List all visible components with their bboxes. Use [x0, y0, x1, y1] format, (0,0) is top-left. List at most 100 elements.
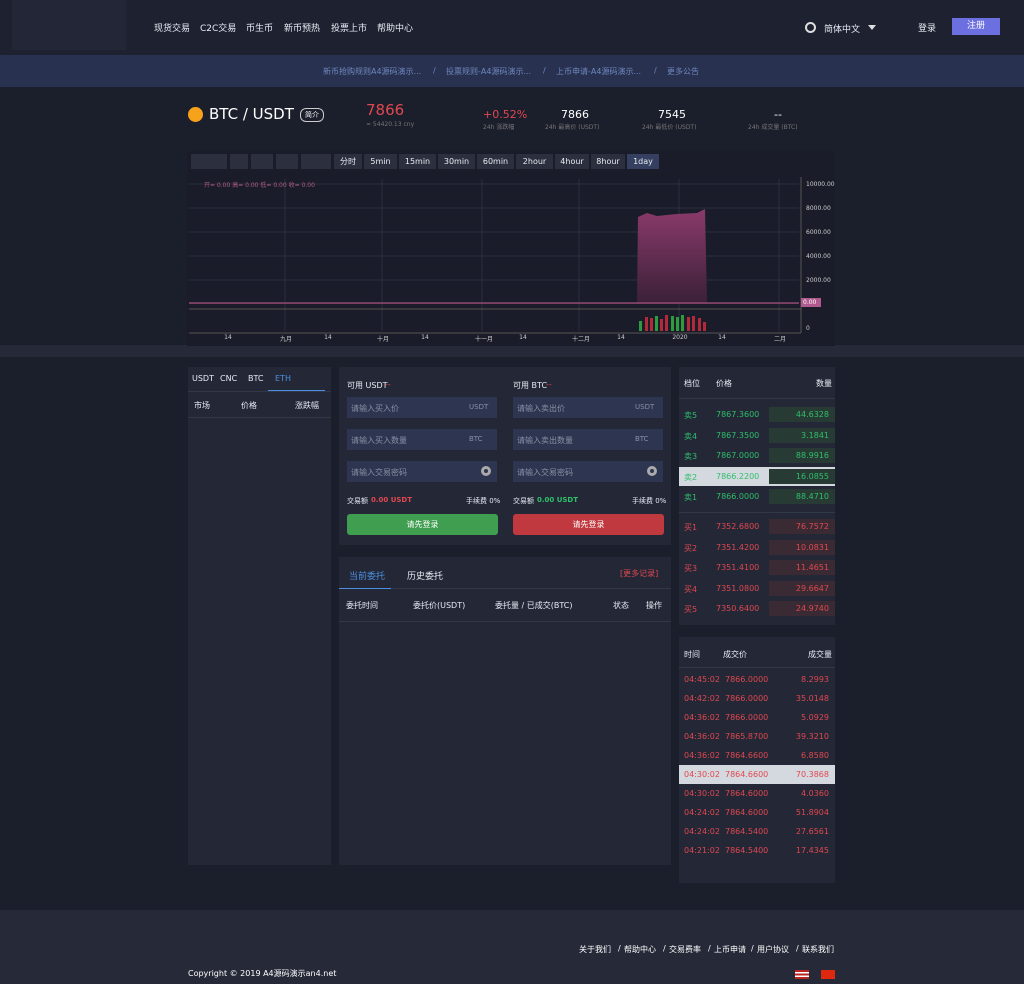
orderbook-header: 档位	[684, 379, 700, 388]
tool[interactable]	[230, 154, 248, 169]
register[interactable]: 注册	[952, 18, 1000, 35]
nav-item[interactable]: 投票上市	[331, 24, 368, 34]
y-tick-label: 4000.00	[806, 253, 831, 260]
orderbook-row[interactable]: 买2 7351.4200 10.0831	[679, 538, 835, 557]
interval[interactable]: 60min	[477, 154, 514, 169]
market-tab[interactable]: ETH	[275, 374, 291, 383]
level: 买5	[684, 605, 698, 614]
notice[interactable]: 更多公告	[667, 67, 699, 76]
orderbook-row[interactable]: 买4 7351.0800 29.6647	[679, 579, 835, 598]
submit-button[interactable]: 请先登录	[513, 514, 664, 535]
market-header: 涨跌幅	[295, 401, 319, 410]
interval[interactable]: 分时	[334, 154, 362, 169]
x-tick-label: 十一月	[475, 336, 494, 343]
stat-value: --	[774, 108, 782, 121]
interval[interactable]: 4hour	[555, 154, 589, 169]
input[interactable]: 请输入卖出价 USDT	[513, 397, 663, 418]
separator: /	[796, 944, 799, 953]
submit-button[interactable]: 请先登录	[347, 514, 498, 535]
footer-link[interactable]: 联系我们	[802, 945, 834, 954]
price: 7350.6400	[716, 604, 760, 613]
orders-header: 状态	[613, 601, 629, 610]
x-tick-label: 九月	[279, 336, 292, 343]
price-area	[189, 209, 799, 304]
amount: 88.4710	[795, 492, 829, 501]
trade-row: 04:36:02 7864.6600 6.8580	[679, 746, 835, 765]
orderbook-row[interactable]: 卖1 7866.0000 88.4710	[679, 487, 835, 506]
nav-item[interactable]: C2C交易	[200, 24, 237, 34]
level: 卖1	[684, 493, 698, 502]
trade-row: 04:21:02 7864.5400 17.4345	[679, 841, 835, 860]
current-price: 0.00	[803, 299, 817, 306]
badge[interactable]: 简介	[300, 108, 324, 122]
amount: 16.0855	[795, 471, 829, 481]
login[interactable]: 登录	[918, 24, 937, 34]
band	[0, 345, 1024, 357]
tool[interactable]	[191, 154, 227, 169]
input[interactable]: 请输入交易密码	[347, 461, 497, 482]
interval[interactable]: 15min	[399, 154, 436, 169]
orderbook-row[interactable]: 卖4 7867.3500 3.1841	[679, 426, 835, 445]
more-records[interactable]: [更多记录]	[620, 569, 659, 578]
flag-cn[interactable]	[821, 970, 835, 979]
orderbook-row[interactable]: 卖5 7867.3600 44.6328	[679, 405, 835, 424]
notice[interactable]: 新币抢购规则A4源码演示...	[323, 67, 422, 76]
copyright: Copyright © 2019 A4源码演示an4.net	[188, 969, 337, 978]
orderbook-row[interactable]: 买1 7352.6800 76.7572	[679, 517, 835, 536]
input[interactable]: 请输入卖出数量 BTC	[513, 429, 663, 450]
footer-link[interactable]: 交易费率	[669, 945, 701, 954]
amount: 6.8580	[801, 751, 829, 760]
notice[interactable]: 投票规则-A4源码演示...	[446, 67, 532, 76]
market-tab[interactable]: BTC	[248, 374, 264, 383]
interval[interactable]: 2hour	[516, 154, 553, 169]
orderbook-row[interactable]: 卖2 7866.2200 16.0855	[679, 466, 835, 486]
notice[interactable]: 上币申请-A4源码演示...	[556, 67, 642, 76]
divider	[188, 391, 331, 392]
nav-item[interactable]: 新币预热	[284, 24, 321, 34]
amount: 88.9916	[795, 451, 829, 460]
footer-link[interactable]: 帮助中心	[624, 945, 656, 954]
placeholder: 请输入交易密码	[351, 468, 407, 477]
orderbook-row[interactable]: 买3 7351.4100 11.4651	[679, 558, 835, 577]
nav-item[interactable]: 现货交易	[154, 24, 191, 34]
market-tab[interactable]: CNC	[220, 374, 238, 383]
interval[interactable]: 30min	[438, 154, 475, 169]
price: 7866.0000	[725, 675, 769, 684]
trade-panel: 可用 USDT -- 请输入买入价 USDT 请输入买入数量 BTC 请输入交易密码 交易额 0…	[339, 367, 671, 545]
logo[interactable]	[12, 0, 126, 50]
x-tick-label: 十月	[376, 336, 389, 343]
orderbook-row[interactable]: 买5 7350.6400 24.9740	[679, 599, 835, 618]
lang[interactable]: 简体中文	[824, 25, 861, 35]
interval[interactable]: 8hour	[591, 154, 625, 169]
orders-header: 委托价(USDT)	[413, 601, 466, 610]
input[interactable]: 请输入交易密码	[513, 461, 663, 482]
nav-item[interactable]: 币生币	[246, 24, 274, 34]
placeholder: 请输入买入数量	[351, 436, 407, 445]
separator: /	[543, 66, 546, 75]
orders-tab[interactable]: 历史委托	[407, 572, 444, 582]
input[interactable]: 请输入买入数量 BTC	[347, 429, 497, 450]
market-tab[interactable]: USDT	[192, 374, 214, 383]
flag-us[interactable]	[795, 970, 809, 979]
orderbook-row[interactable]: 卖3 7867.0000 88.9916	[679, 446, 835, 465]
interval[interactable]: 5min	[364, 154, 397, 169]
x-tick-label: 14	[224, 334, 232, 341]
price: 7864.6000	[725, 789, 769, 798]
tool[interactable]	[301, 154, 331, 169]
y-tick-label: 2000.00	[806, 277, 831, 284]
nav-item[interactable]: 帮助中心	[377, 24, 414, 34]
input[interactable]: 请输入买入价 USDT	[347, 397, 497, 418]
footer-link[interactable]: 上币申请	[714, 945, 746, 954]
time: 04:36:02	[684, 732, 720, 741]
amount: 0.00 USDT	[537, 496, 579, 504]
orders-tab[interactable]: 当前委托	[349, 572, 386, 582]
interval[interactable]: 1day	[627, 154, 659, 169]
tool[interactable]	[251, 154, 273, 169]
time: 04:30:02	[684, 770, 720, 779]
placeholder: 请输入卖出数量	[517, 436, 573, 445]
footer-link[interactable]: 关于我们	[579, 945, 611, 954]
stat-label: 24h 最低价 (USDT)	[642, 124, 697, 131]
footer-link[interactable]: 用户协议	[757, 945, 789, 954]
tool[interactable]	[276, 154, 298, 169]
